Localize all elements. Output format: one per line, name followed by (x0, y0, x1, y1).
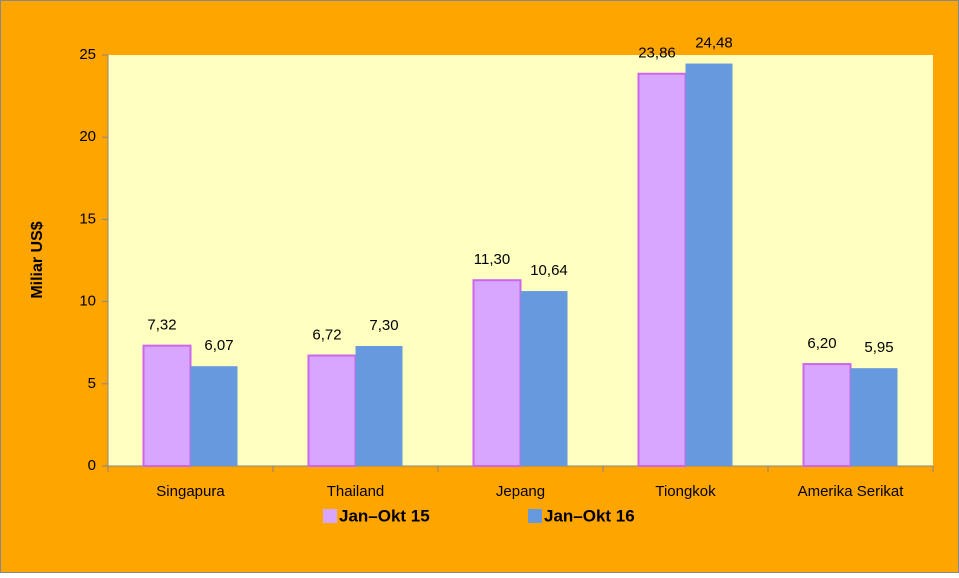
x-tick-label: Tiongkok (655, 483, 716, 500)
value-label: 10,64 (530, 262, 568, 279)
value-label: 6,07 (204, 337, 233, 354)
y-axis-label: Miliar US$ (29, 221, 46, 298)
y-tick-label: 0 (88, 457, 96, 474)
value-label: 7,30 (369, 317, 398, 334)
y-tick-label: 20 (79, 128, 96, 145)
legend-label: Jan–Okt 16 (544, 506, 635, 525)
value-label: 5,95 (864, 339, 893, 356)
bar (685, 63, 733, 467)
bar (637, 72, 687, 467)
bar (802, 363, 852, 467)
y-tick-label: 10 (79, 293, 96, 310)
bar (355, 345, 403, 466)
x-tick-label: Singapura (156, 483, 225, 500)
value-label: 23,86 (638, 45, 676, 62)
x-tick-label: Thailand (327, 483, 385, 500)
y-tick-label: 15 (79, 210, 96, 227)
y-tick-label: 25 (79, 46, 96, 63)
legend-label: Jan–Okt 15 (339, 506, 430, 525)
bar (190, 366, 238, 466)
value-label: 11,30 (474, 251, 510, 268)
value-label: 6,20 (807, 335, 836, 352)
value-label: 6,72 (312, 326, 341, 343)
bar (520, 291, 568, 466)
bar (307, 354, 357, 467)
legend-swatch (528, 509, 542, 523)
value-label: 7,32 (147, 317, 176, 334)
bar (142, 344, 192, 468)
bar (850, 368, 898, 466)
y-tick-label: 5 (88, 375, 96, 392)
x-tick-label: Amerika Serikat (798, 483, 905, 500)
legend-swatch (323, 509, 337, 523)
bar (472, 279, 522, 467)
value-label: 24,48 (695, 35, 733, 52)
x-tick-label: Jepang (496, 483, 545, 500)
